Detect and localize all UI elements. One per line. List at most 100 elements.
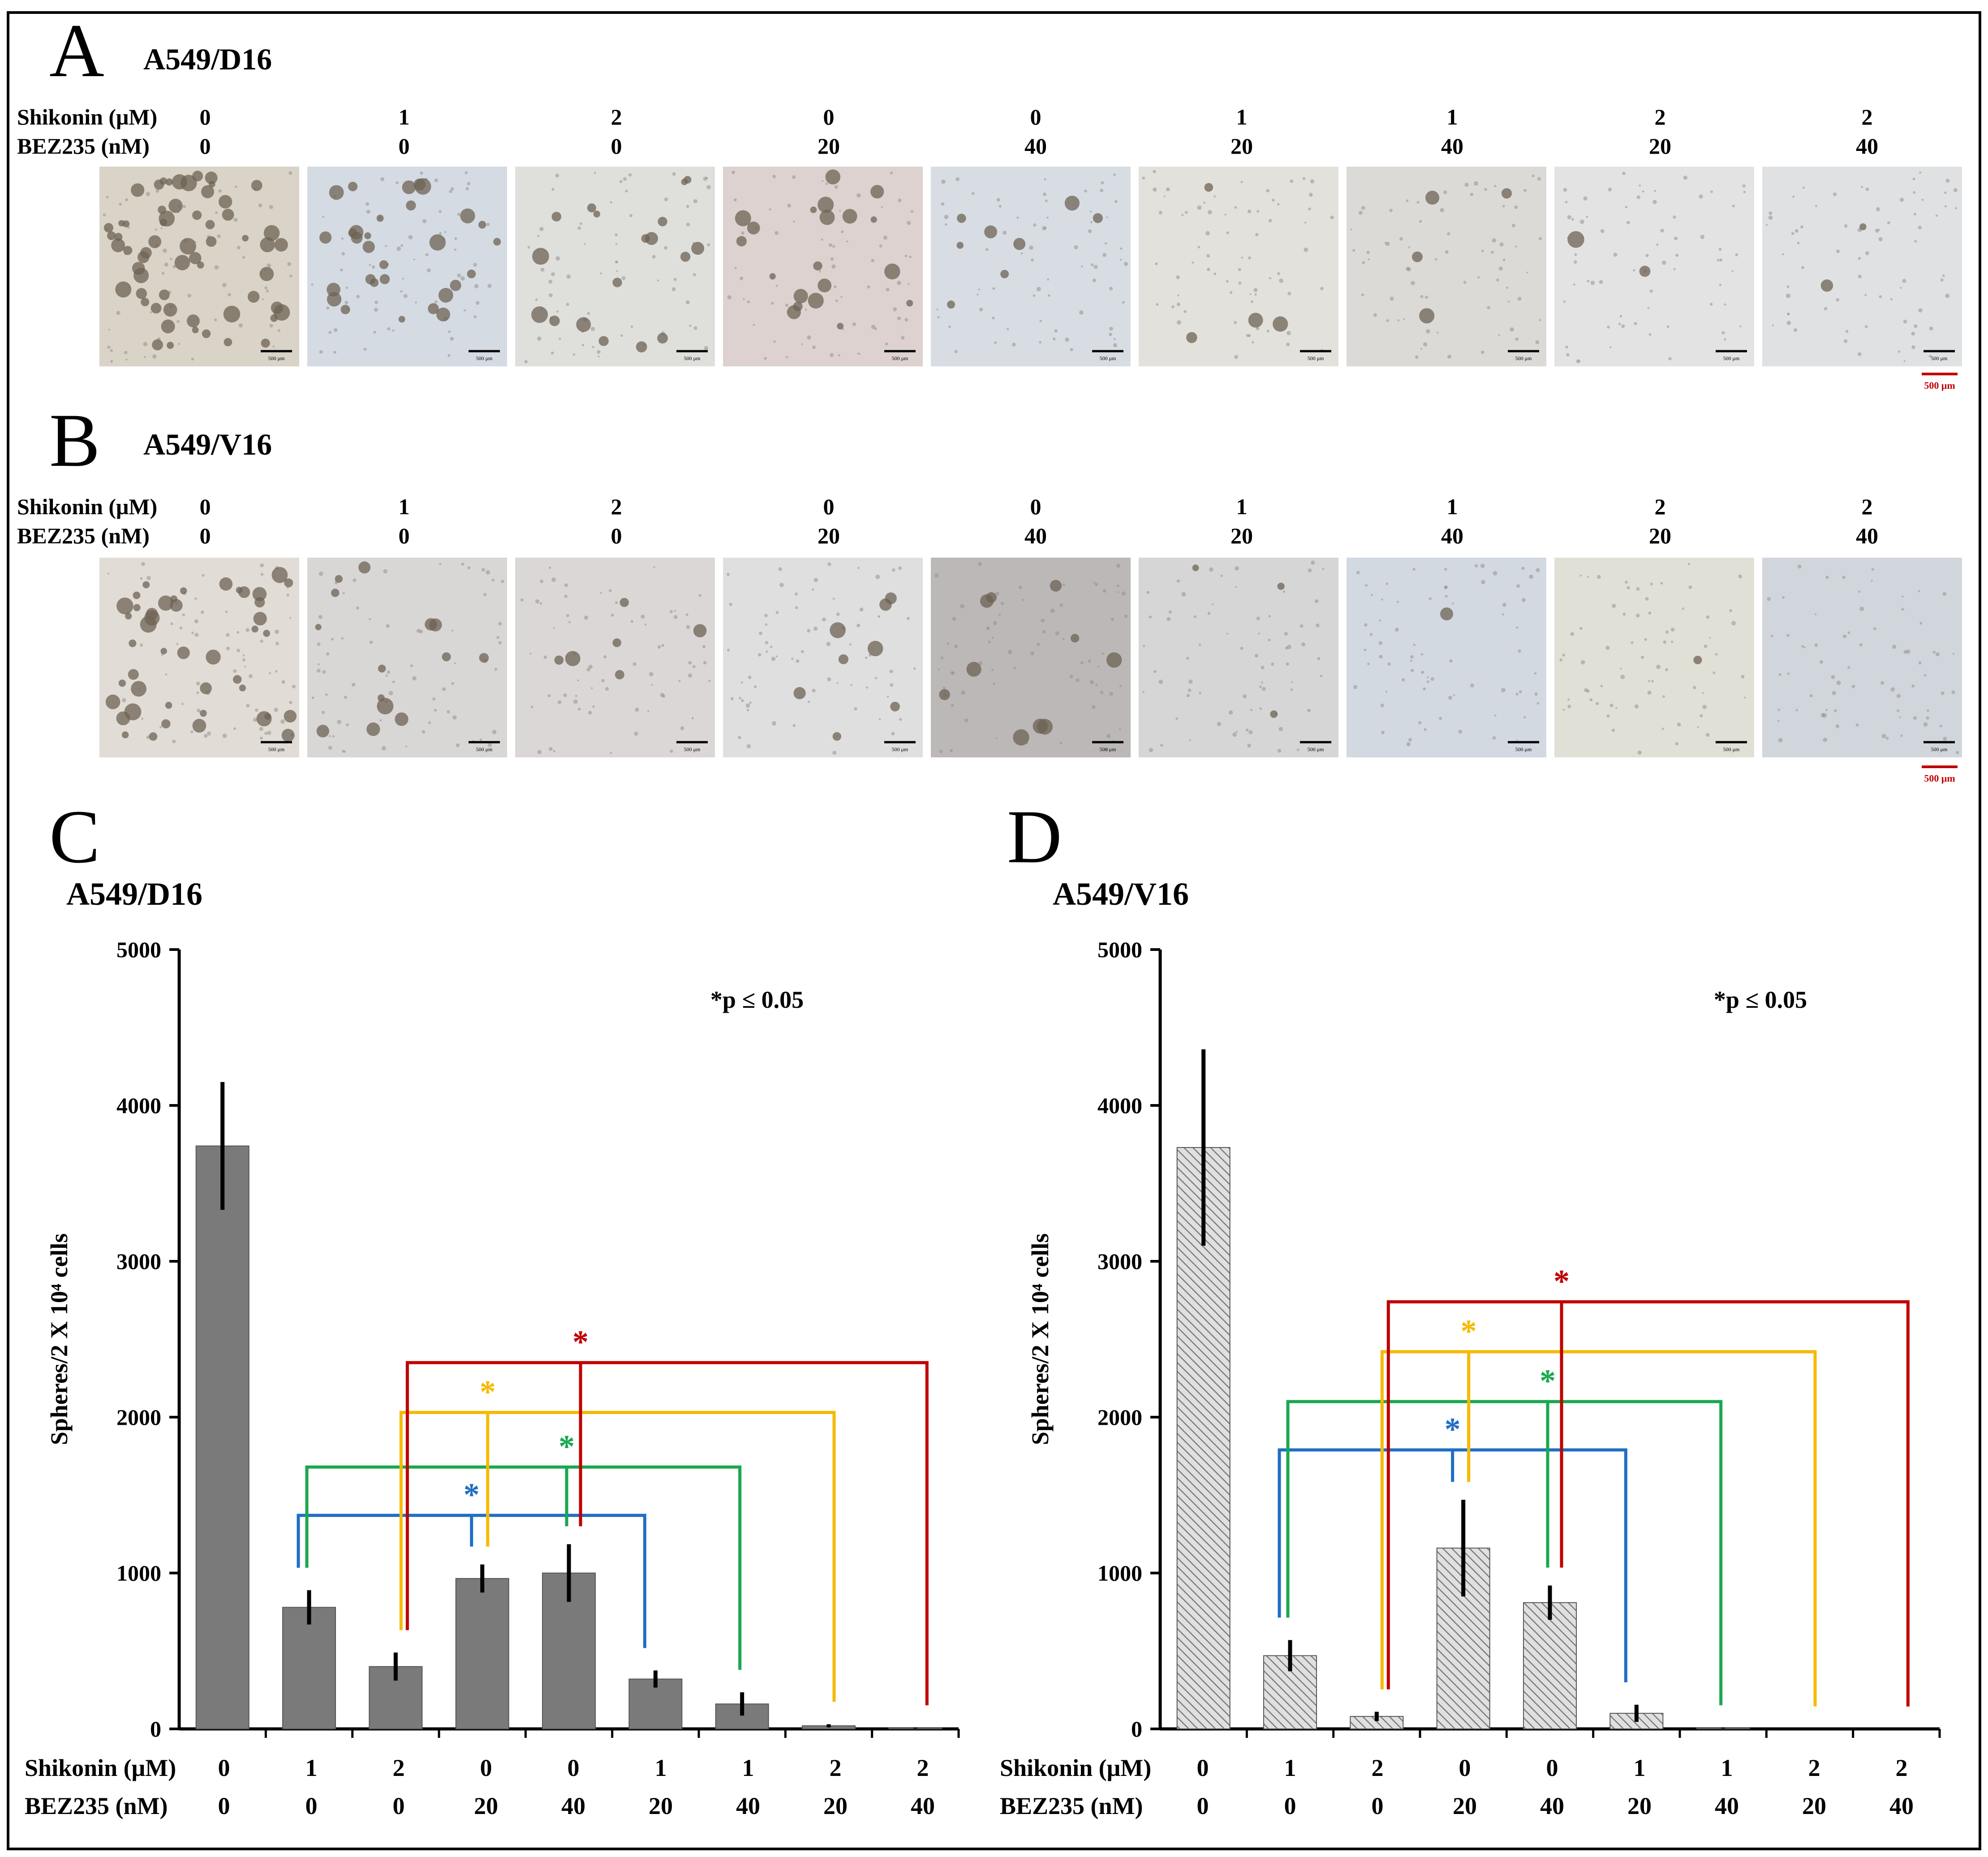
tumor-sphere: [141, 297, 150, 306]
cell-debris: [1605, 645, 1610, 650]
cell-debris: [1576, 359, 1580, 364]
cell-debris: [1198, 643, 1201, 646]
cell-debris: [775, 655, 778, 658]
cell-debris: [1648, 333, 1652, 336]
cell-debris: [854, 707, 857, 711]
cell-debris: [1611, 728, 1615, 732]
cell-debris: [1944, 191, 1947, 194]
cell-debris: [1668, 357, 1672, 361]
tumor-sphere: [1204, 183, 1213, 192]
cell-debris: [1941, 691, 1945, 695]
cell-debris: [1116, 563, 1121, 568]
micrograph-a-1: 500 μm: [99, 167, 299, 366]
cell-debris: [1899, 198, 1904, 202]
cell-debris: [770, 645, 773, 649]
tumor-sphere: [254, 597, 265, 608]
tumor-sphere: [180, 175, 197, 192]
cell-debris: [801, 650, 804, 653]
cell-debris: [1859, 606, 1864, 611]
cell-debris: [1902, 279, 1906, 283]
micrograph-a-9: 500 μm: [1762, 167, 1962, 366]
tumor-sphere: [598, 336, 609, 346]
cell-debris: [686, 205, 689, 208]
cell-debris: [1709, 303, 1713, 306]
cell-debris: [772, 175, 776, 178]
panel-b-bez235-value: 0: [611, 523, 622, 548]
cell-debris: [1379, 619, 1381, 622]
cell-debris: [892, 568, 895, 572]
cell-debris: [1945, 293, 1950, 298]
tumor-sphere: [107, 231, 116, 240]
cell-debris: [961, 690, 965, 695]
x-tick-label-bez235: 0: [306, 1793, 318, 1819]
cell-debris: [954, 644, 958, 649]
cell-debris: [1352, 249, 1355, 252]
cell-debris: [795, 593, 798, 596]
cell-debris: [1566, 353, 1570, 357]
cell-debris: [1235, 731, 1238, 733]
cell-debris: [237, 649, 240, 653]
cell-debris: [1507, 301, 1510, 303]
cell-debris: [1562, 653, 1566, 657]
tumor-sphere: [167, 342, 174, 349]
cell-debris: [1537, 177, 1541, 181]
cell-debris: [1688, 585, 1692, 589]
cell-debris: [937, 316, 940, 318]
x-tick-label-bez235: 40: [561, 1793, 585, 1819]
tumor-sphere: [122, 220, 130, 228]
cell-debris: [600, 272, 602, 275]
cell-debris: [140, 643, 143, 647]
cell-debris: [1430, 677, 1434, 681]
cell-debris: [386, 624, 390, 628]
cell-debris: [1163, 195, 1166, 198]
cell-debris: [1709, 637, 1711, 639]
cell-debris: [1000, 602, 1004, 605]
significance-bracket-yellow: [1380, 1350, 1817, 1707]
cell-debris: [1070, 348, 1073, 352]
tumor-sphere: [192, 718, 207, 733]
cell-debris: [940, 656, 944, 660]
cell-debris: [1079, 310, 1084, 315]
tumor-sphere: [398, 316, 405, 323]
cell-debris: [1481, 580, 1485, 585]
cell-debris: [1114, 200, 1118, 203]
panel-b-bez235-value: 40: [1441, 523, 1463, 548]
cell-debris: [594, 172, 596, 174]
cell-debris: [1105, 242, 1107, 245]
cell-debris: [1181, 214, 1184, 216]
cell-debris: [1492, 736, 1496, 740]
tumor-sphere: [819, 210, 835, 225]
cell-debris: [1033, 223, 1037, 227]
cell-debris: [179, 626, 183, 630]
cell-debris: [1037, 642, 1040, 646]
cell-debris: [1559, 658, 1563, 662]
tumor-sphere: [830, 622, 846, 638]
cell-debris: [1226, 280, 1229, 283]
tumor-sphere: [180, 587, 187, 594]
cell-debris: [537, 336, 542, 341]
panel-a-bez235-value: 0: [399, 133, 410, 159]
cell-debris: [1102, 253, 1107, 257]
cell-debris: [1168, 610, 1172, 614]
cell-debris: [262, 298, 264, 301]
cell-debris: [942, 687, 946, 690]
cell-debris: [801, 343, 803, 345]
cell-debris: [1480, 563, 1485, 568]
cell-debris: [1871, 568, 1874, 571]
tumor-sphere: [1013, 238, 1026, 250]
cell-debris: [998, 205, 1002, 208]
cell-debris: [773, 340, 776, 343]
cell-debris: [1188, 688, 1192, 692]
cell-debris: [475, 301, 480, 305]
cell-debris: [1307, 709, 1311, 712]
tumor-sphere: [736, 236, 747, 247]
cell-debris: [1149, 615, 1152, 619]
cell-debris: [615, 260, 618, 263]
cell-debris: [1902, 595, 1904, 598]
cell-debris: [1502, 258, 1506, 262]
significance-star-red: *: [1553, 1263, 1570, 1299]
cell-debris: [1814, 643, 1818, 647]
cell-debris: [822, 617, 826, 622]
cell-debris: [237, 631, 240, 634]
